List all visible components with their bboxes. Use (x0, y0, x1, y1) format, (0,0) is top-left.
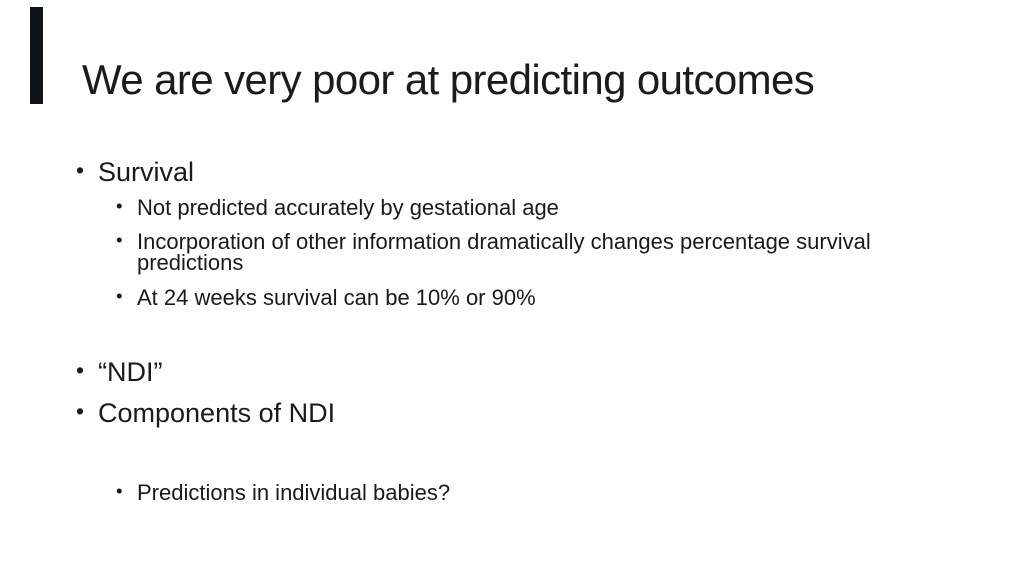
bullet-item-label: At 24 weeks survival can be 10% or 90% (137, 285, 536, 310)
bullet-item-label: Survival (98, 157, 195, 187)
accent-bar (30, 7, 43, 104)
bullet-item-predictions-individual: • Predictions in individual babies? (116, 480, 451, 505)
bullet-glyph: • (116, 195, 123, 216)
bullet-item-label: Components of NDI (98, 398, 336, 428)
bullet-item-not-predicted: • Not predicted accurately by gestational… (116, 195, 559, 220)
bullet-item-incorporation: • Incorporation of other information dram… (116, 229, 871, 254)
slide-title: We are very poor at predicting outcomes (82, 56, 815, 103)
bullet-glyph: • (116, 480, 123, 501)
bullet-item-at-24-weeks: • At 24 weeks survival can be 10% or 90% (116, 285, 536, 310)
bullet-glyph: • (76, 357, 85, 383)
bullet-glyph: • (116, 229, 123, 250)
bullet-item-ndi: • “NDI” (76, 359, 162, 386)
bullet-item-label: Predictions in individual babies? (137, 480, 451, 505)
bullet-glyph: • (76, 157, 85, 183)
bullet-glyph: • (76, 398, 85, 424)
bullet-item-label: Incorporation of other information drama… (137, 229, 871, 254)
bullet-glyph: • (116, 285, 123, 306)
bullet-item-components-of-ndi: • Components of NDI (76, 400, 335, 427)
bullet-item-incorporation-wrap: predictions (137, 252, 243, 274)
bullet-item-label: Not predicted accurately by gestational … (137, 195, 559, 220)
bullet-item-survival: • Survival (76, 159, 194, 186)
bullet-item-label: “NDI” (98, 357, 163, 387)
bullet-item-label: predictions (137, 250, 244, 275)
